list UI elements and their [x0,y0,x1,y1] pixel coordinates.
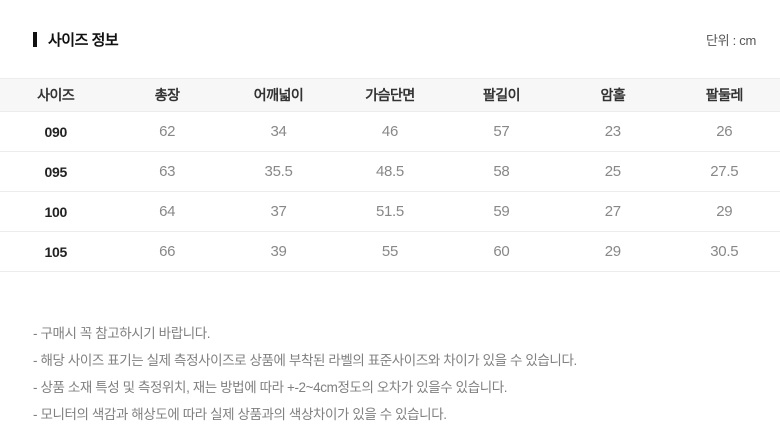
table-row-090: 090 62 34 46 57 23 26 [0,111,780,152]
column-header-chest-width: 가슴단면 [334,78,446,112]
table-row-095: 095 63 35.5 48.5 58 25 27.5 [0,151,780,192]
value-cell: 23 [557,111,669,152]
value-cell: 55 [334,231,446,272]
value-cell: 29 [557,231,669,272]
column-header-arm-length: 팔길이 [445,78,558,112]
column-header-size: 사이즈 [0,78,112,112]
value-cell: 27.5 [668,151,780,192]
size-cell: 105 [0,231,112,272]
column-header-total-length: 총장 [111,78,223,112]
value-cell: 35.5 [222,151,335,192]
section-title-wrap: 사이즈 정보 [33,29,119,50]
section-title-bar-marker [33,31,37,47]
size-cell: 100 [0,191,112,232]
header-row: 사이즈 총장 어깨넓이 가슴단면 팔길이 암홀 팔둘레 [0,78,780,112]
note-line: - 해당 사이즈 표기는 실제 측정사이즈로 상품에 부착된 라벨의 표준사이즈… [33,353,577,368]
value-cell: 64 [111,191,223,232]
size-table-body: 090 62 34 46 57 23 26 095 63 35.5 48.5 5… [0,111,780,272]
size-table-head: 사이즈 총장 어깨넓이 가슴단면 팔길이 암홀 팔둘레 [0,78,780,112]
value-cell: 26 [668,111,780,152]
value-cell: 57 [445,111,558,152]
value-cell: 34 [222,111,335,152]
size-cell: 095 [0,151,112,192]
table-row-100: 100 64 37 51.5 59 27 29 [0,191,780,232]
value-cell: 48.5 [334,151,446,192]
column-header-armhole: 암홀 [557,78,669,112]
column-header-shoulder-width: 어깨넓이 [222,78,335,112]
note-line: - 구매시 꼭 참고하시기 바랍니다. [33,326,211,341]
value-cell: 66 [111,231,223,272]
column-header-arm-circumference: 팔둘레 [668,78,780,112]
section-title: 사이즈 정보 [48,31,119,49]
value-cell: 39 [222,231,335,272]
unit-label: 단위 : cm [706,32,756,48]
notes-block: - 구매시 꼭 참고하시기 바랍니다. - 해당 사이즈 표기는 실제 측정사이… [33,320,756,428]
value-cell: 60 [445,231,558,272]
value-cell: 46 [334,111,446,152]
value-cell: 37 [222,191,335,232]
value-cell: 63 [111,151,223,192]
value-cell: 62 [111,111,223,152]
section-header: 사이즈 정보 단위 : cm [0,0,780,50]
value-cell: 29 [668,191,780,232]
note-line: - 모니터의 색감과 해상도에 따라 실제 상품과의 색상차이가 있을 수 있습… [33,407,447,422]
size-table: 사이즈 총장 어깨넓이 가슴단면 팔길이 암홀 팔둘레 090 62 34 46… [0,78,780,272]
value-cell: 30.5 [668,231,780,272]
value-cell: 51.5 [334,191,446,232]
value-cell: 25 [557,151,669,192]
value-cell: 27 [557,191,669,232]
note-line: - 상품 소재 특성 및 측정위치, 재는 방법에 따라 +-2~4cm정도의 … [33,380,508,395]
value-cell: 58 [445,151,558,192]
value-cell: 59 [445,191,558,232]
size-cell: 090 [0,111,112,152]
table-row-105: 105 66 39 55 60 29 30.5 [0,231,780,272]
